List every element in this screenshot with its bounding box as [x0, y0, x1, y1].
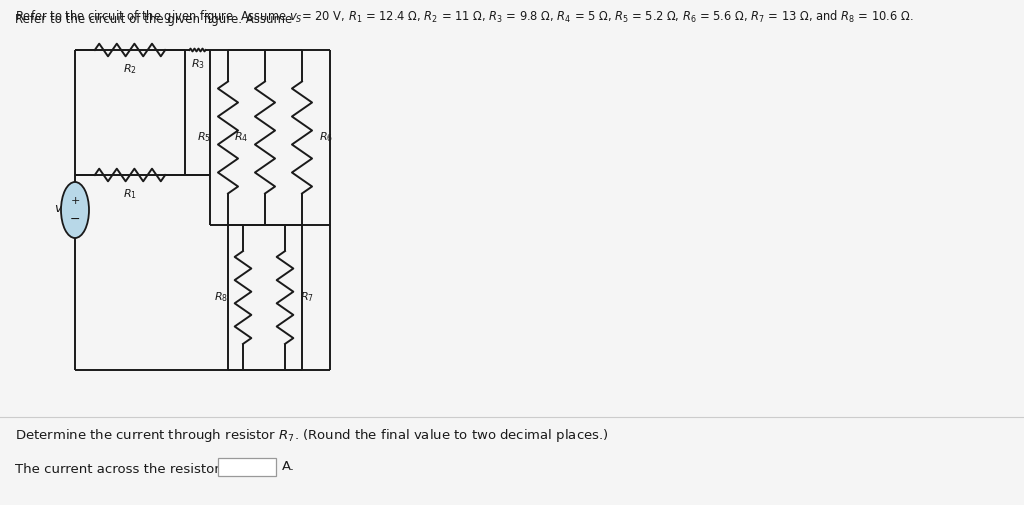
Text: Refer to the circuit of the given figure. Assume $v_S$= 20 V, $R_1$ = 12.4 Ω, $R: Refer to the circuit of the given figure…: [15, 8, 913, 25]
Text: $R_3$: $R_3$: [190, 58, 205, 71]
Text: $R_2$: $R_2$: [123, 62, 137, 76]
Text: $R_7$: $R_7$: [300, 290, 314, 305]
Text: $R_8$: $R_8$: [214, 290, 227, 305]
Text: The current across the resistor is: The current across the resistor is: [15, 463, 234, 476]
Text: $R_5$: $R_5$: [197, 131, 211, 144]
FancyBboxPatch shape: [218, 458, 276, 476]
Text: +: +: [71, 196, 80, 206]
Text: $v_S$: $v_S$: [54, 204, 69, 217]
Text: Determine the current through resistor $R_7$. (Round the final value to two deci: Determine the current through resistor $…: [15, 427, 608, 444]
Text: $R_4$: $R_4$: [233, 131, 248, 144]
Text: A.: A.: [282, 461, 295, 474]
Text: −: −: [70, 213, 80, 226]
Text: $R_6$: $R_6$: [319, 131, 333, 144]
Text: Refer to the circuit of the given figure. Assume: Refer to the circuit of the given figure…: [15, 13, 296, 26]
Text: $R_1$: $R_1$: [123, 187, 137, 201]
Ellipse shape: [61, 182, 89, 238]
